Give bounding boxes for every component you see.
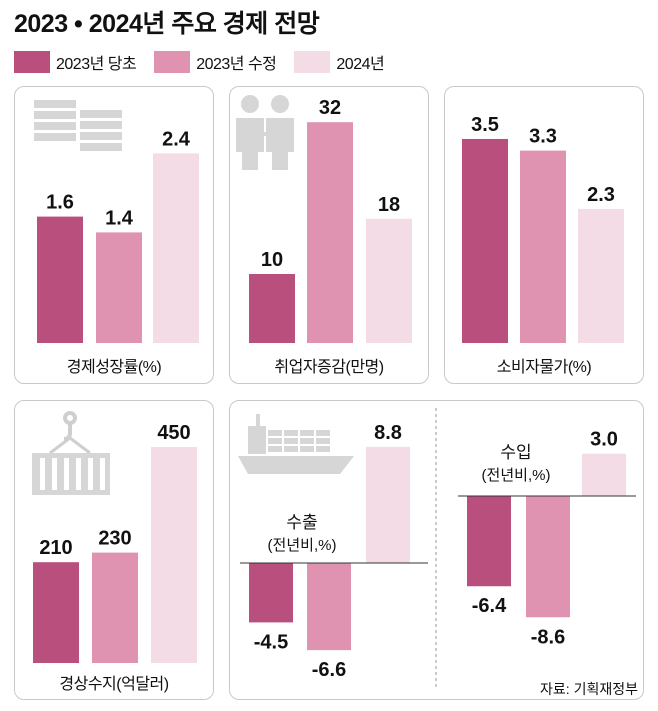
panel-frame-trade — [229, 400, 644, 700]
legend-swatch-original — [14, 51, 50, 73]
data-label-imports-original: -6.4 — [472, 595, 507, 617]
source-note: 자료: 기획재정부 — [540, 681, 638, 697]
bar-imports-revised — [526, 496, 570, 618]
data-label-gdp-revised: 1.4 — [105, 207, 134, 229]
panel-label-gdp: 경제성장률(%) — [66, 359, 162, 376]
bar-cpi-original — [462, 138, 508, 343]
bar-imports-original — [467, 496, 511, 587]
bar-employment-original — [249, 274, 295, 343]
legend-item-2024: 2024년 — [294, 50, 385, 74]
chart-current-account: 210 230 450 — [33, 422, 197, 663]
legend-label-revised: 2023년 수정 — [196, 56, 277, 73]
data-label-current-account-2024: 450 — [157, 422, 190, 444]
chart-title-exports: 수출 — [286, 513, 317, 532]
cargo-ship-icon — [238, 414, 354, 474]
data-label-cpi-original: 3.5 — [471, 114, 499, 136]
bar-current-account-revised — [92, 552, 138, 663]
bar-employment-2024 — [366, 218, 412, 343]
bar-current-account-2024 — [151, 447, 197, 663]
data-label-gdp-original: 1.6 — [46, 192, 74, 214]
bar-gdp-revised — [96, 232, 142, 343]
panel-label-current-account: 경상수지(억달러) — [59, 676, 169, 693]
data-label-imports-revised: -8.6 — [531, 626, 565, 648]
chart-subtitle-imports: (전년비,%) — [482, 467, 551, 484]
legend-label-2024: 2024년 — [336, 56, 385, 73]
data-label-current-account-revised: 230 — [98, 528, 131, 550]
data-label-current-account-original: 210 — [39, 537, 72, 559]
data-label-employment-revised: 32 — [319, 97, 341, 119]
bar-current-account-original — [33, 562, 79, 663]
bar-cpi-2024 — [578, 208, 624, 343]
data-label-imports-2024: 3.0 — [590, 429, 618, 451]
container-crane-icon — [32, 411, 110, 495]
bar-employment-revised — [307, 122, 353, 343]
data-label-cpi-revised: 3.3 — [529, 126, 557, 148]
bar-exports-2024 — [366, 446, 410, 563]
page-title: 2023 • 2024년 주요 경제 전망 — [14, 10, 320, 38]
chart-employment: 10 32 18 — [249, 97, 412, 343]
panel-label-employment: 취업자증감(만명) — [274, 359, 384, 376]
bar-cpi-revised — [520, 150, 566, 343]
panel-frame-cpi — [444, 86, 644, 384]
legend-swatch-revised — [154, 51, 191, 73]
bar-gdp-2024 — [153, 153, 199, 343]
people-icon — [236, 95, 294, 170]
data-label-exports-revised: -6.6 — [312, 659, 346, 681]
legend-item-original: 2023년 당초 — [14, 50, 137, 74]
chart-cpi: 3.5 3.3 2.3 — [462, 114, 624, 343]
panel-label-cpi: 소비자물가(%) — [496, 359, 592, 376]
data-label-employment-2024: 18 — [378, 194, 400, 216]
chart-imports: -6.4 -8.6 3.0 — [458, 429, 636, 648]
chart-title-imports: 수입 — [500, 443, 531, 462]
data-label-gdp-2024: 2.4 — [162, 128, 191, 150]
data-label-employment-original: 10 — [261, 249, 283, 271]
panel-frame-gdp — [14, 86, 214, 384]
legend-label-original: 2023년 당초 — [56, 56, 137, 73]
data-label-cpi-2024: 2.3 — [587, 184, 615, 206]
legend-swatch-2024 — [294, 51, 331, 73]
bar-exports-revised — [307, 563, 351, 651]
bar-exports-original — [249, 563, 293, 623]
chart-gdp: 1.6 1.4 2.4 — [37, 128, 199, 343]
data-label-exports-2024: 8.8 — [374, 422, 402, 444]
money-stack-icon — [34, 100, 122, 151]
bar-imports-2024 — [582, 453, 626, 496]
panel-frame-employment — [229, 86, 429, 384]
panel-frame-current-account — [14, 400, 214, 700]
bar-gdp-original — [37, 216, 83, 343]
legend: 2023년 당초 2023년 수정 2024년 — [14, 50, 402, 74]
chart-subtitle-exports: (전년비,%) — [268, 537, 337, 554]
chart-exports: -4.5 -6.6 8.8 — [240, 422, 428, 681]
data-label-exports-original: -4.5 — [254, 631, 288, 653]
legend-item-revised: 2023년 수정 — [154, 50, 277, 74]
